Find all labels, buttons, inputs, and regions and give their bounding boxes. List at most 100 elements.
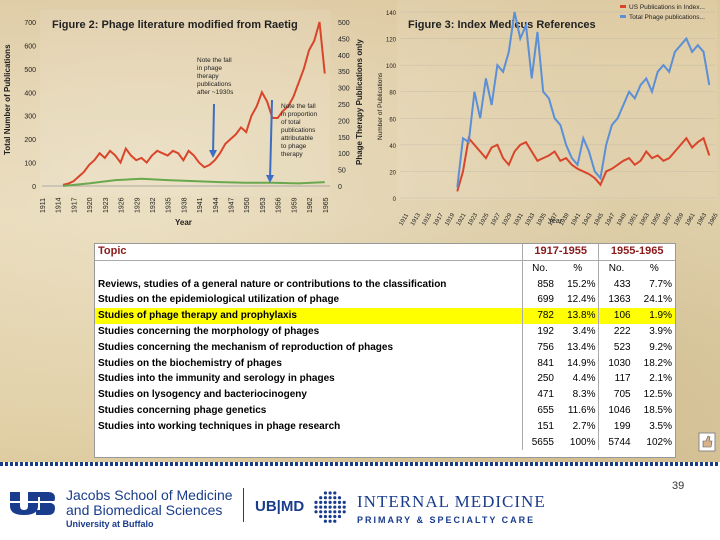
figure-2-ytick-right: 200 <box>338 118 350 125</box>
figure-3-xtick: 1931 <box>513 212 525 227</box>
logo-dot <box>328 514 332 519</box>
topic-cell: Studies concerning the mechanism of repr… <box>98 341 394 353</box>
figure-2-xtick: 1944 <box>213 197 220 213</box>
logo-dot <box>323 491 327 495</box>
figure-2-xtick: 1926 <box>119 197 126 213</box>
figure-2-ytick-right: 100 <box>338 151 350 158</box>
figure-3-xtick: 1929 <box>502 212 514 227</box>
logo-dot <box>323 514 327 519</box>
count-1955-cell: 117 <box>598 371 634 388</box>
figure-2-xtick: 1941 <box>197 197 204 213</box>
figure-3-ylabel: Number of Publications <box>377 72 384 140</box>
count-1917-cell: 192 <box>521 323 557 340</box>
figure-2-xtick: 1914 <box>56 197 63 213</box>
logo-dot <box>328 500 332 504</box>
pct-1917-cell: 4.4% <box>572 373 596 385</box>
pct-1917-cell: 11.6% <box>567 404 596 416</box>
university-name: University at Buffalo <box>66 519 154 529</box>
annotation-arrow-1 <box>212 103 215 156</box>
figure-2-ytick-right: 250 <box>338 102 350 109</box>
figure-2-ytick: 700 <box>24 20 36 27</box>
figure-3-xtick: 1933 <box>525 212 537 227</box>
page-number: 39 <box>672 480 685 492</box>
figure-2-xtick: 1938 <box>181 197 188 213</box>
count-1917-cell: 756 <box>521 339 557 356</box>
pct-1955-cell: 3.9% <box>649 325 672 337</box>
pct-1917-cell: 13.4% <box>567 341 596 353</box>
logo-dot <box>328 519 332 523</box>
logo-dot <box>337 510 342 514</box>
count-1917-cell: 699 <box>521 292 557 309</box>
total-pct-1917-cell: 100% <box>569 436 596 448</box>
figure-2-ytick: 0 <box>32 184 36 191</box>
annotation-arrow-2 <box>269 99 273 181</box>
logo-dot <box>337 505 342 509</box>
figure-3-ytick: 140 <box>386 11 397 17</box>
table-row: Studies concerning phage genetics 655 11.6… <box>95 402 675 419</box>
figure-2-xtick: 1953 <box>260 197 267 213</box>
table-row: Studies on lysogency and bacteriocinogen… <box>95 387 675 403</box>
pct-1955-cell: 12.5% <box>643 389 672 401</box>
topic-cell: Studies into working techniques in phage… <box>98 420 341 432</box>
ubmd-dots-icon <box>314 491 346 523</box>
figure-3-ytick: 80 <box>389 91 396 97</box>
figure-2-xtick: 1950 <box>244 197 251 213</box>
logo-dot <box>342 510 346 514</box>
figure-3-xtick: 1943 <box>582 212 594 227</box>
count-1917-cell: 858 <box>521 276 557 293</box>
count-1955-cell: 222 <box>598 323 634 340</box>
figure-3-xtick: 1945 <box>593 212 605 227</box>
figure-3-series-total <box>456 11 711 188</box>
figure-3-chart: Figure 3: Index Medicus References Numbe… <box>377 0 720 227</box>
internal-medicine-title: INTERNAL MEDICINE <box>357 492 546 511</box>
figure-3-xtick: 1953 <box>639 212 651 227</box>
school-name: Jacobs School of Medicine and Biomedical… <box>66 488 233 518</box>
sub-no-2: No. <box>598 260 634 277</box>
logo-dot <box>323 510 327 514</box>
pct-1917-cell: 12.4% <box>567 294 596 306</box>
figure-2-series-total <box>62 21 326 186</box>
logo-dot <box>319 510 323 514</box>
figure-2-xtick: 1917 <box>71 197 78 213</box>
annotation-arrowhead-2 <box>266 175 274 183</box>
count-1917-cell: 471 <box>521 387 557 403</box>
totals-label-cell <box>95 435 522 451</box>
figure-3-xlabel: Year <box>548 218 563 225</box>
total-pct-1955-cell: 102% <box>646 436 672 448</box>
topic-header: Topic <box>95 244 523 261</box>
figure-3-ytick: 120 <box>386 38 397 44</box>
logo-dot <box>333 519 337 523</box>
logo-dot <box>328 496 332 500</box>
figure-3-xtick: 1915 <box>421 212 433 227</box>
logo-dot <box>333 500 337 504</box>
logo-dot <box>328 505 332 509</box>
figure-3-ytick: 60 <box>389 117 396 123</box>
figure-2-ytick: 400 <box>24 90 36 97</box>
logo-dot <box>319 514 323 519</box>
count-1917-cell: 841 <box>521 355 557 372</box>
figure-2-xtick: 1947 <box>229 197 236 213</box>
figure-2-ytick-right: 400 <box>338 53 350 60</box>
topic-cell: Studies on lysogency and bacteriocinogen… <box>98 389 307 401</box>
figure-3-xtick: 1911 <box>399 212 411 227</box>
pct-1955-cell: 1.9% <box>633 308 675 324</box>
topic-cell: Studies concerning phage genetics <box>98 404 267 416</box>
school-line-2: and Biomedical Sciences <box>66 502 223 518</box>
figure-3-ytick: 20 <box>389 170 396 176</box>
figure-3-xtick: 1957 <box>662 212 674 227</box>
logo-dot <box>323 496 327 500</box>
logo-dot <box>314 500 318 504</box>
legend-swatch-us <box>620 5 626 8</box>
figure-3-xtick: 1949 <box>616 212 628 227</box>
topic-cell: Studies of phage therapy and prophylaxis <box>95 308 523 324</box>
figure-2-ylabel: Total Number of Publications <box>3 44 12 155</box>
table-row: Studies on the biochemistry of phages 841… <box>95 355 675 372</box>
count-1955-cell: 705 <box>598 387 634 403</box>
figure-2-ytick-right: 150 <box>338 135 350 142</box>
table-row: Studies concerning the mechanism of repr… <box>95 339 675 356</box>
logo-dot <box>314 505 318 509</box>
count-1917-cell: 655 <box>521 402 557 419</box>
figure-2-ytick: 200 <box>24 137 36 144</box>
figure-2-xtick: 1962 <box>307 197 314 213</box>
table-row: Studies concerning the morphology of pha… <box>95 323 675 340</box>
